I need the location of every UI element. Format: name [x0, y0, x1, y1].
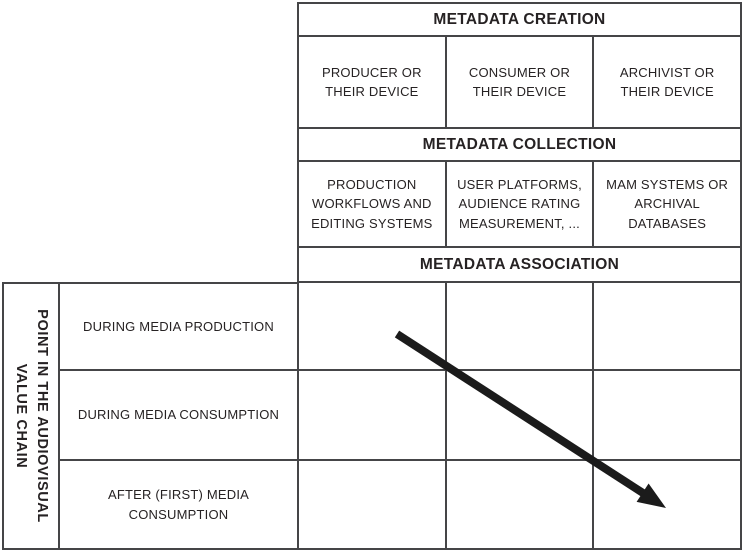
- creation-cell-consumer: CONSUMER OR THEIR DEVICE: [446, 37, 593, 127]
- metadata-process-table: METADATA CREATION PRODUCER OR THEIR DEVI…: [297, 2, 742, 550]
- row-label-during-media-production: DURING MEDIA PRODUCTION: [60, 284, 297, 369]
- creation-cell-producer: PRODUCER OR THEIR DEVICE: [299, 37, 445, 127]
- matrix-cell-r1c1: [299, 283, 445, 369]
- value-chain-axis-title-line2: VALUE CHAIN: [13, 363, 29, 469]
- collection-cell-production-workflows: PRODUCTION WORKFLOWS AND EDITING SYSTEMS: [299, 162, 445, 246]
- value-chain-axis-title: POINT IN THE AUDIOVISUAL VALUE CHAIN: [4, 284, 58, 548]
- matrix-cell-r1c2: [446, 283, 593, 369]
- matrix-cell-r3c3: [594, 461, 740, 548]
- collection-cell-mam-systems: MAM SYSTEMS OR ARCHIVAL DATABASES: [594, 162, 740, 246]
- band-metadata-collection: METADATA COLLECTION: [299, 129, 740, 160]
- collection-cell-user-platforms: USER PLATFORMS, AUDIENCE RATING MEASUREM…: [446, 162, 593, 246]
- row-label-during-media-consumption: DURING MEDIA CONSUMPTION: [60, 371, 297, 459]
- matrix-cell-r3c1: [299, 461, 445, 548]
- matrix-cell-r1c3: [594, 283, 740, 369]
- band-metadata-association: METADATA ASSOCIATION: [299, 248, 740, 281]
- value-chain-table: POINT IN THE AUDIOVISUAL VALUE CHAIN DUR…: [2, 282, 299, 550]
- row-label-after-first-media-consumption: AFTER (FIRST) MEDIA CONSUMPTION: [60, 461, 297, 548]
- matrix-cell-r2c1: [299, 371, 445, 459]
- row-label-text: DURING MEDIA CONSUMPTION: [77, 407, 280, 423]
- creation-cell-archivist: ARCHIVIST OR THEIR DEVICE: [594, 37, 740, 127]
- matrix-cell-r2c3: [594, 371, 740, 459]
- matrix-cell-r3c2: [446, 461, 593, 548]
- row-label-text: DURING MEDIA PRODUCTION: [83, 318, 274, 334]
- band-metadata-creation: METADATA CREATION: [299, 4, 740, 35]
- matrix-cell-r2c2: [446, 371, 593, 459]
- value-chain-axis-cell: POINT IN THE AUDIOVISUAL VALUE CHAIN: [4, 284, 58, 548]
- value-chain-axis-title-line1: POINT IN THE AUDIOVISUAL: [34, 309, 51, 523]
- row-label-text: AFTER (FIRST) MEDIA CONSUMPTION: [107, 487, 250, 522]
